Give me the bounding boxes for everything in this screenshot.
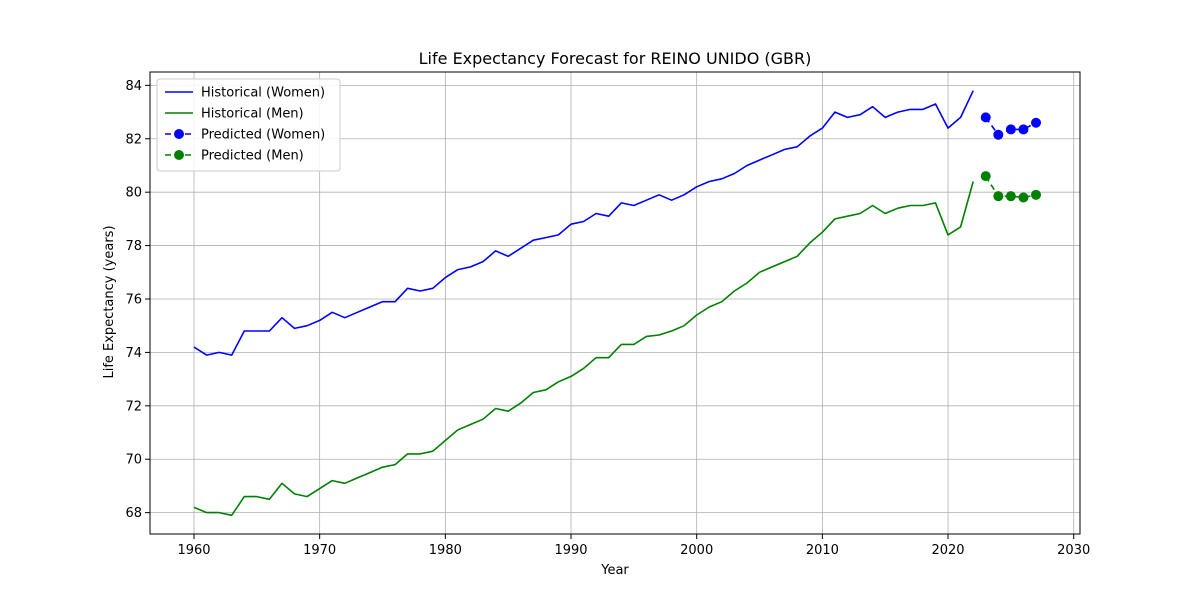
series-predicted-women [980, 112, 1042, 140]
legend-label: Historical (Women) [201, 86, 325, 101]
data-point-predicted-women [1005, 124, 1016, 135]
y-tick-label: 80 [125, 186, 142, 201]
x-tick-label: 2030 [1057, 543, 1090, 558]
tick-layer: 1960 1970 1980 1990 2000 2010 2020 2030 68 70 72 74… [125, 79, 1090, 558]
y-tick-label: 72 [125, 399, 142, 414]
plot-frame [149, 71, 1081, 535]
legend-label: Predicted (Women) [201, 128, 325, 143]
series-layer [193, 90, 1042, 517]
legend-label: Predicted (Men) [201, 149, 304, 164]
legend: Historical (Women) Historical (Men) Predic… [156, 78, 341, 172]
grid [150, 72, 1080, 534]
data-point-predicted-women [1018, 124, 1029, 135]
series-line-historical-men [193, 181, 974, 517]
series-historical-men [193, 181, 974, 517]
legend-swatch-marker [174, 129, 184, 139]
x-tick-label: 1970 [303, 543, 336, 558]
data-point-predicted-men [993, 191, 1004, 202]
data-point-predicted-men [980, 171, 991, 182]
x-tick-label: 1960 [177, 543, 210, 558]
legend-label: Historical (Men) [201, 107, 304, 122]
data-point-predicted-men [1005, 191, 1016, 202]
x-tick-label: 1990 [554, 543, 587, 558]
x-tick-label: 2010 [806, 543, 839, 558]
series-predicted-men [980, 171, 1042, 203]
chart-title: Life Expectancy Forecast for REINO UNIDO… [419, 49, 812, 68]
series-historical-women [193, 90, 974, 356]
data-point-predicted-women [980, 112, 991, 123]
y-tick-label: 76 [125, 292, 142, 307]
legend-item-predicted-women: Predicted (Women) [165, 128, 325, 143]
y-tick-label: 84 [125, 79, 142, 94]
y-tick-label: 74 [125, 346, 142, 361]
series-line-historical-women [193, 90, 974, 356]
data-point-predicted-men [1018, 192, 1029, 203]
y-tick-label: 68 [125, 506, 142, 521]
y-tick-label: 70 [125, 453, 142, 468]
y-tick-label: 82 [125, 132, 142, 147]
data-point-predicted-women [993, 129, 1004, 140]
legend-item-historical-men: Historical (Men) [165, 107, 304, 122]
x-tick-label: 1980 [429, 543, 462, 558]
x-tick-label: 2020 [931, 543, 964, 558]
data-point-predicted-men [1031, 189, 1042, 200]
legend-item-predicted-men: Predicted (Men) [165, 149, 304, 164]
x-tick-label: 2000 [680, 543, 713, 558]
y-axis-label: Life Expectancy (years) [102, 225, 117, 378]
y-tick-label: 78 [125, 239, 142, 254]
legend-box [156, 78, 341, 172]
data-point-predicted-women [1031, 117, 1042, 128]
x-axis-label: Year [600, 563, 629, 578]
legend-item-historical-women: Historical (Women) [165, 86, 325, 101]
legend-swatch-marker [174, 150, 184, 160]
